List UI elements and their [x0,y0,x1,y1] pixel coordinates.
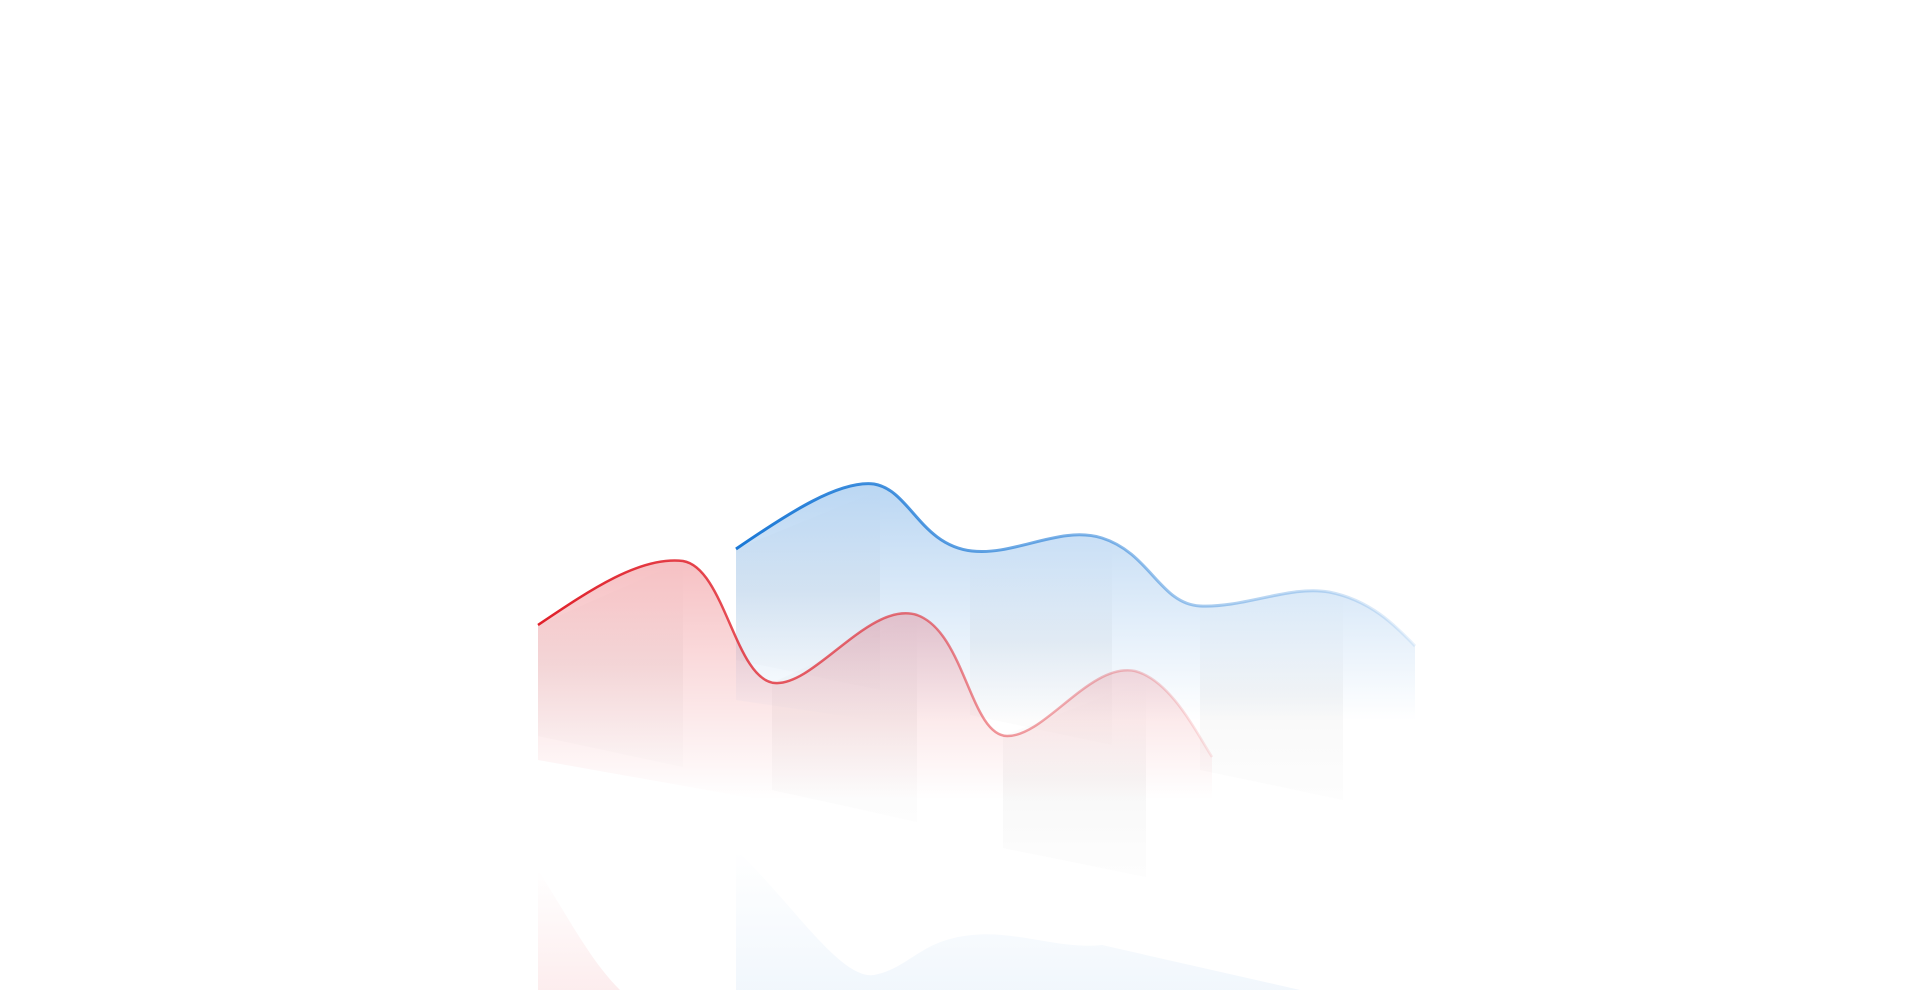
ribbon-line [735,482,1417,648]
ribbon-area [538,560,1212,880]
ribbon-line [537,559,1214,758]
red-ribbon [537,559,1214,990]
ribbon-reflection [736,850,1300,990]
ribbon-reflection [538,870,620,990]
